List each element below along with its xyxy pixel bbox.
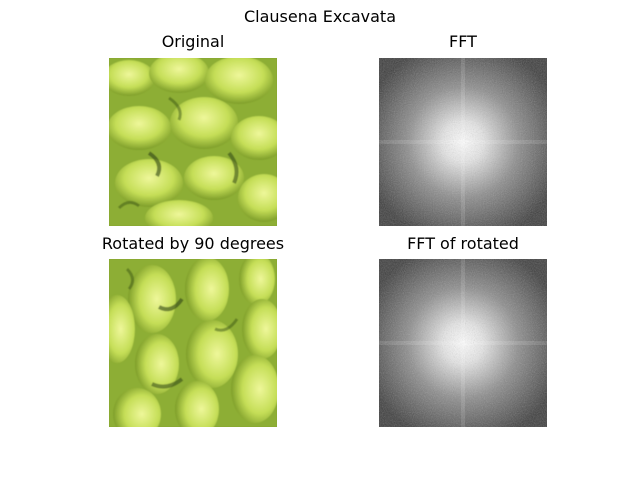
panel-fft-title: FFT (449, 32, 477, 51)
panel-original-title: Original (161, 32, 225, 51)
original-image (109, 58, 277, 226)
panel-rotated-title: Rotated by 90 degrees (101, 234, 285, 253)
figure-title: Clausena Excavata (243, 7, 397, 26)
panel-original: Original (109, 32, 277, 227)
fft-image (379, 58, 547, 226)
rotated-image (109, 259, 277, 427)
panel-fft-rotated: FFT of rotated (379, 234, 547, 429)
panel-rotated: Rotated by 90 degrees (95, 234, 291, 429)
panel-fft: FFT (379, 32, 547, 227)
panel-fft-rotated-title: FFT of rotated (407, 234, 519, 253)
fft-rotated-image (379, 259, 547, 427)
